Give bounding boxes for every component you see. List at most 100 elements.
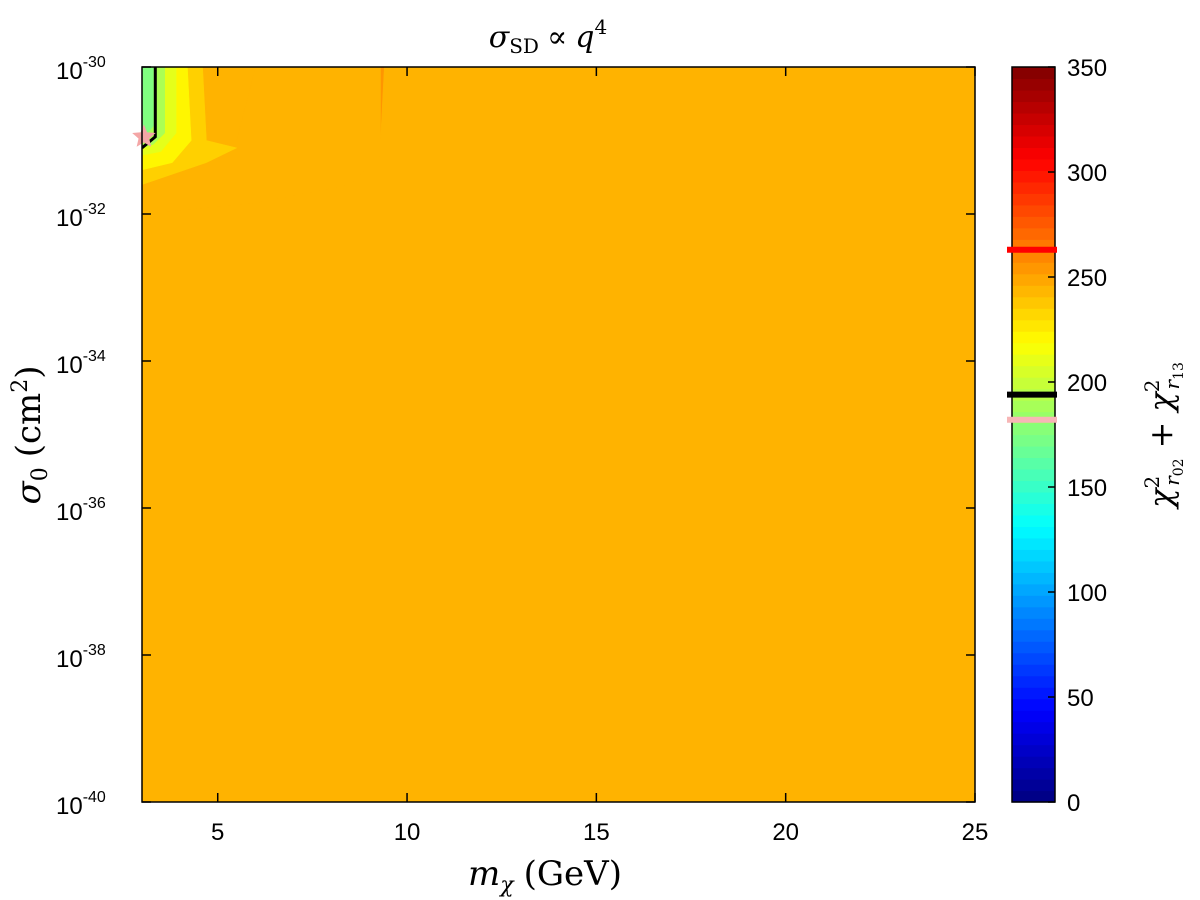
contour-line: [142, 67, 157, 150]
ylabel-unit-open: (cm: [9, 393, 49, 458]
colorbar-band: [1012, 193, 1055, 206]
colorbar-band: [1012, 250, 1055, 263]
best-fit-star-icon: [132, 124, 156, 147]
colorbar-band: [1012, 618, 1055, 631]
colorbar-band: [1012, 744, 1055, 757]
colorbar-band: [1012, 308, 1055, 321]
cbar-sub-2: r: [1160, 378, 1184, 389]
colorbar-band: [1012, 560, 1055, 573]
colorbar-band: [1012, 549, 1055, 562]
colorbar-band: [1012, 400, 1055, 413]
colorbar-band: [1012, 572, 1055, 585]
colorbar-tick-label: 200: [1067, 370, 1107, 397]
contour-lines: [142, 67, 157, 150]
colorbar-tick-label: 100: [1067, 580, 1107, 607]
title-sigma: σ: [489, 20, 511, 55]
y-tick-label: 10-32: [56, 201, 106, 232]
colorbar-band: [1012, 216, 1055, 229]
colorbar-band: [1012, 135, 1055, 148]
colorbar-band: [1012, 124, 1055, 137]
colorbar-band: [1012, 331, 1055, 344]
colorbar-band: [1012, 170, 1055, 183]
colorbar-band: [1012, 89, 1055, 103]
xlabel-subscript: χ: [498, 873, 515, 898]
colorbar-band: [1012, 583, 1055, 596]
colorbar-band: [1012, 365, 1055, 378]
colorbar-band: [1012, 67, 1055, 80]
colorbar-tick-label: 150: [1067, 475, 1107, 502]
colorbar: [1012, 67, 1055, 803]
y-axis-ticks: 10-40 10-38 10-36 10-34 10-32 10-30: [56, 54, 975, 820]
colorbar-tick-label: 300: [1067, 160, 1107, 187]
colorbar-band: [1012, 480, 1055, 493]
colorbar-band: [1012, 790, 1055, 803]
colorbar-band: [1012, 78, 1055, 91]
y-axis-label: σ0 (cm2): [8, 365, 53, 504]
colorbar-band: [1012, 296, 1055, 309]
colorbar-band: [1012, 595, 1055, 608]
colorbar-band: [1012, 503, 1055, 516]
colorbar-band: [1012, 606, 1055, 619]
heatmap-region: [142, 67, 154, 141]
ylabel-unit-close: ): [9, 365, 49, 378]
x-tick-label: 10: [394, 819, 421, 846]
best-fit-layer: [132, 124, 156, 147]
xlabel-unit: (GeV): [524, 854, 622, 894]
colorbar-band: [1012, 779, 1055, 792]
colorbar-band: [1012, 273, 1055, 286]
x-axis-label: mχ (GeV): [468, 854, 622, 898]
colorbar-band: [1012, 112, 1055, 126]
title-q: q: [575, 20, 594, 55]
colorbar-band: [1012, 377, 1055, 390]
colorbar-label: χ2r02+χ2r13: [1140, 362, 1187, 510]
colorbar-band: [1012, 652, 1055, 665]
colorbar-tick-label: 350: [1067, 55, 1107, 82]
colorbar-band: [1012, 721, 1055, 734]
colorbar-band: [1012, 227, 1055, 240]
colorbar-band: [1012, 733, 1055, 746]
cbar-subsub-2: 13: [1171, 362, 1187, 380]
cbar-subsub-1: 02: [1171, 458, 1187, 476]
title-power: 4: [595, 15, 608, 39]
x-axis-ticks: 5 10 15 20 25: [211, 67, 988, 846]
y-tick-label: 10-40: [56, 789, 106, 820]
cbar-chi-1: χ: [1142, 487, 1180, 510]
colorbar-band: [1012, 101, 1055, 114]
colorbar-band: [1012, 181, 1055, 194]
ylabel-subscript: 0: [28, 467, 53, 481]
cbar-sup-1: 2: [1140, 476, 1164, 489]
colorbar-band: [1012, 262, 1055, 275]
colorbar-band: [1012, 423, 1055, 436]
cbar-plus: +: [1142, 422, 1180, 449]
colorbar-band: [1012, 491, 1055, 505]
x-tick-label: 25: [962, 819, 989, 846]
colorbar-band: [1012, 698, 1055, 711]
colorbar-band: [1012, 319, 1055, 332]
colorbar-band: [1012, 204, 1055, 217]
colorbar-tick-label: 0: [1067, 790, 1080, 817]
cbar-chi-2: χ: [1142, 391, 1180, 414]
xlabel-m: m: [468, 854, 500, 894]
title-relation: ∝: [547, 20, 567, 55]
y-tick-label: 10-38: [56, 642, 106, 673]
colorbar-band: [1012, 526, 1055, 539]
colorbar-band: [1012, 629, 1055, 642]
colorbar-ticks: 0 50 100 150 200 250 300 350: [1048, 55, 1107, 817]
colorbar-band: [1012, 445, 1055, 459]
colorbar-tick-label: 50: [1067, 685, 1094, 712]
colorbar-band: [1012, 514, 1055, 527]
heatmap-regions: [142, 67, 975, 802]
y-tick-label: 10-30: [56, 54, 106, 85]
y-tick-label: 10-36: [56, 495, 106, 526]
colorbar-tick-label: 250: [1067, 265, 1107, 292]
x-tick-label: 20: [772, 819, 799, 846]
colorbar-band: [1012, 675, 1055, 688]
colorbar-band: [1012, 434, 1055, 447]
ylabel-power: 2: [8, 379, 33, 393]
colorbar-band: [1012, 158, 1055, 171]
plot-frame: [141, 66, 976, 803]
colorbar-band: [1012, 710, 1055, 723]
colorbar-markers: [1007, 246, 1057, 423]
colorbar-band: [1012, 687, 1055, 700]
